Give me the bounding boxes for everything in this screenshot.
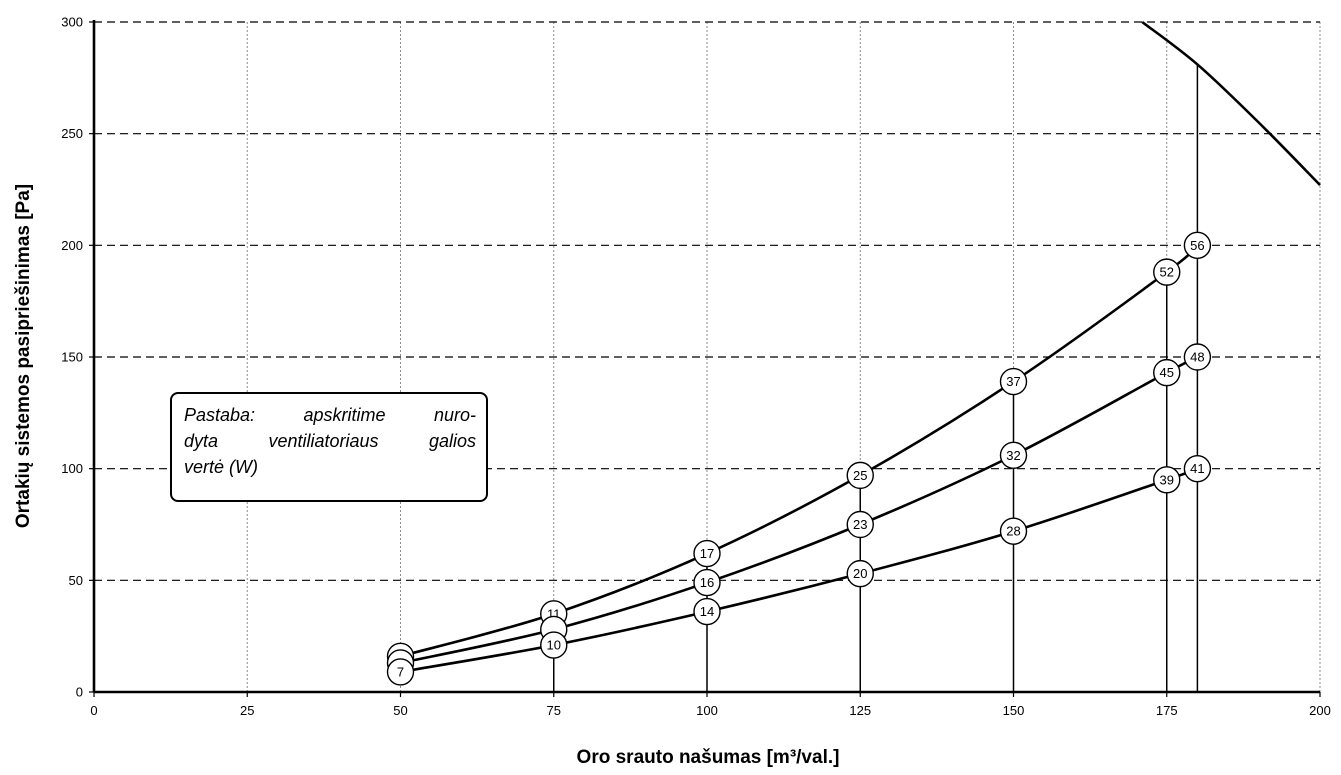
grid [94,21,1321,692]
marker-label-s3-x175: 39 [1160,472,1174,487]
drop-lines [553,64,1199,692]
marker-s1-x150 [999,367,1028,396]
marker-s2-x100 [693,568,721,597]
note-line-1: Pastaba: apskritime nuro- [184,405,476,425]
marker-label-s2-x175: 45 [1160,365,1174,380]
series-line-1 [400,244,1199,658]
x-axis-label: Oro srauto našumas [m³/val.] [577,747,840,768]
marker-label-s2-x125: 23 [853,517,867,532]
marker-s1-x100 [693,539,721,568]
y-tick-label-300: 300 [61,15,83,30]
marker-label-s3-x150: 28 [1006,524,1020,539]
marker-s2-x180 [1183,343,1212,371]
x-tick-label-25: 25 [240,703,254,718]
y-tick-label-100: 100 [61,461,83,476]
marker-s1-x180 [1183,231,1212,260]
x-tick-label-150: 150 [1003,703,1025,718]
marker-s2-x125 [846,510,874,539]
marker-label-s2-x180: 48 [1190,350,1204,365]
x-tick-label-200: 200 [1309,703,1331,718]
marker-s3-x180 [1183,454,1212,483]
marker-label-s2-x100: 16 [700,575,714,590]
x-tick-label-100: 100 [696,703,718,718]
y-axis-label: Ortakių sistemos pasipriešinimas [Pa] [13,184,34,528]
series-line-4 [1141,20,1321,186]
series-line-3 [400,467,1198,674]
marker-label-s3-x100: 14 [700,604,714,619]
y-tick-label-200: 200 [61,238,83,253]
x-tick-label-125: 125 [849,703,871,718]
y-tick-label-50: 50 [69,573,83,588]
marker-label-s3-x75: 10 [547,638,561,653]
marker-s3-x175 [1153,466,1181,494]
y-tick-label-250: 250 [61,126,83,141]
marker-s1-x125 [846,461,874,490]
marker-label-s1-x150: 37 [1006,374,1020,389]
marker-label-s3-x125: 20 [853,566,867,581]
marker-s3-x75 [540,631,568,659]
y-tick-label-150: 150 [61,350,83,365]
x-tick-label-50: 50 [393,703,407,718]
x-tick-label-175: 175 [1156,703,1178,718]
tick-labels: 0 25 50 75 100 125 150 175 200 0 50 100 150 200 250 300 [61,15,1331,719]
note-line-2: dyta ventiliatoriaus galios [184,431,476,451]
marker-s3-x150 [999,517,1028,545]
marker-label-s2-x150: 32 [1006,448,1020,463]
marker-label-s3-x50: 7 [397,664,404,679]
marker-s3-x125 [846,559,874,588]
x-tick-label-0: 0 [90,703,97,718]
marker-label-s1-x175: 52 [1160,265,1174,280]
x-tick-label-75: 75 [547,703,561,718]
marker-label-s1-x125: 25 [853,468,867,483]
marker-s1-x175 [1153,258,1181,286]
note-line-3: vertė (W) [184,457,258,477]
marker-label-s3-x180: 41 [1190,461,1204,476]
marker-s2-x150 [999,441,1028,469]
marker-s3-x50 [386,658,415,686]
marker-s3-x100 [693,597,721,626]
y-tick-label-0: 0 [76,685,83,700]
marker-s2-x175 [1153,358,1181,387]
marker-label-s1-x100: 17 [700,546,714,561]
note-box: Pastaba: apskritime nuro- dyta ventiliat… [170,392,488,502]
marker-label-s1-x180: 56 [1190,238,1204,253]
axes [89,20,1321,697]
